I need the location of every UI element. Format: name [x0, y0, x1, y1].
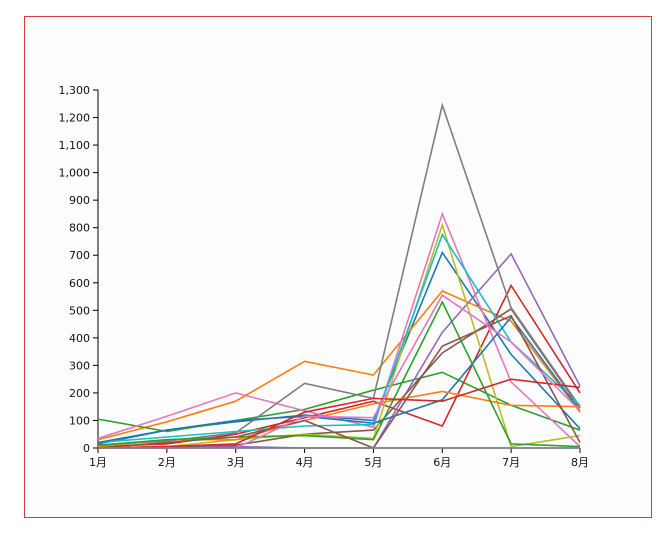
- y-tick-label: 1,200: [59, 112, 91, 125]
- series-line-4: [97, 283, 581, 448]
- y-tick-label: 500: [69, 304, 90, 317]
- y-tick-label: 900: [69, 194, 90, 207]
- series-line-11: [97, 315, 581, 444]
- y-tick-label: 700: [69, 249, 90, 262]
- y-tick-label: 100: [69, 414, 90, 427]
- x-tick-label: 5月: [364, 456, 382, 469]
- x-tick-label: 4月: [296, 456, 314, 469]
- series-line-8: [97, 102, 581, 446]
- y-tick-label: 0: [83, 442, 90, 455]
- y-tick-label: 1,000: [59, 167, 91, 180]
- series-line-10: [97, 232, 581, 444]
- x-tick-label: 3月: [227, 456, 245, 469]
- x-tick-label: 7月: [502, 456, 520, 469]
- y-tick-label: 300: [69, 359, 90, 372]
- y-tick-label: 600: [69, 277, 90, 290]
- y-tick-label: 1,100: [59, 139, 91, 152]
- x-tick-label: 2月: [158, 456, 176, 469]
- series-layer: [97, 102, 581, 449]
- x-tick-label: 1月: [89, 456, 107, 469]
- y-tick-label: 800: [69, 222, 90, 235]
- y-tick-label: 200: [69, 387, 90, 400]
- x-axis: 1月 2月 3月 4月 5月 6月 7月 8月: [89, 447, 589, 469]
- series-line-16: [97, 314, 581, 449]
- series-line-6: [98, 307, 581, 449]
- x-tick-label: 6月: [433, 456, 451, 469]
- series-line-13: [97, 300, 581, 448]
- y-tick-label: 1,300: [59, 84, 91, 97]
- series-line-3: [97, 371, 581, 433]
- x-tick-label: 8月: [571, 456, 589, 469]
- y-axis: 0 100 200 300 400 500 600 700 800 900 1,000 1,100 1,…: [59, 84, 99, 455]
- y-tick-label: 400: [69, 332, 90, 345]
- series-line-14: [97, 378, 581, 449]
